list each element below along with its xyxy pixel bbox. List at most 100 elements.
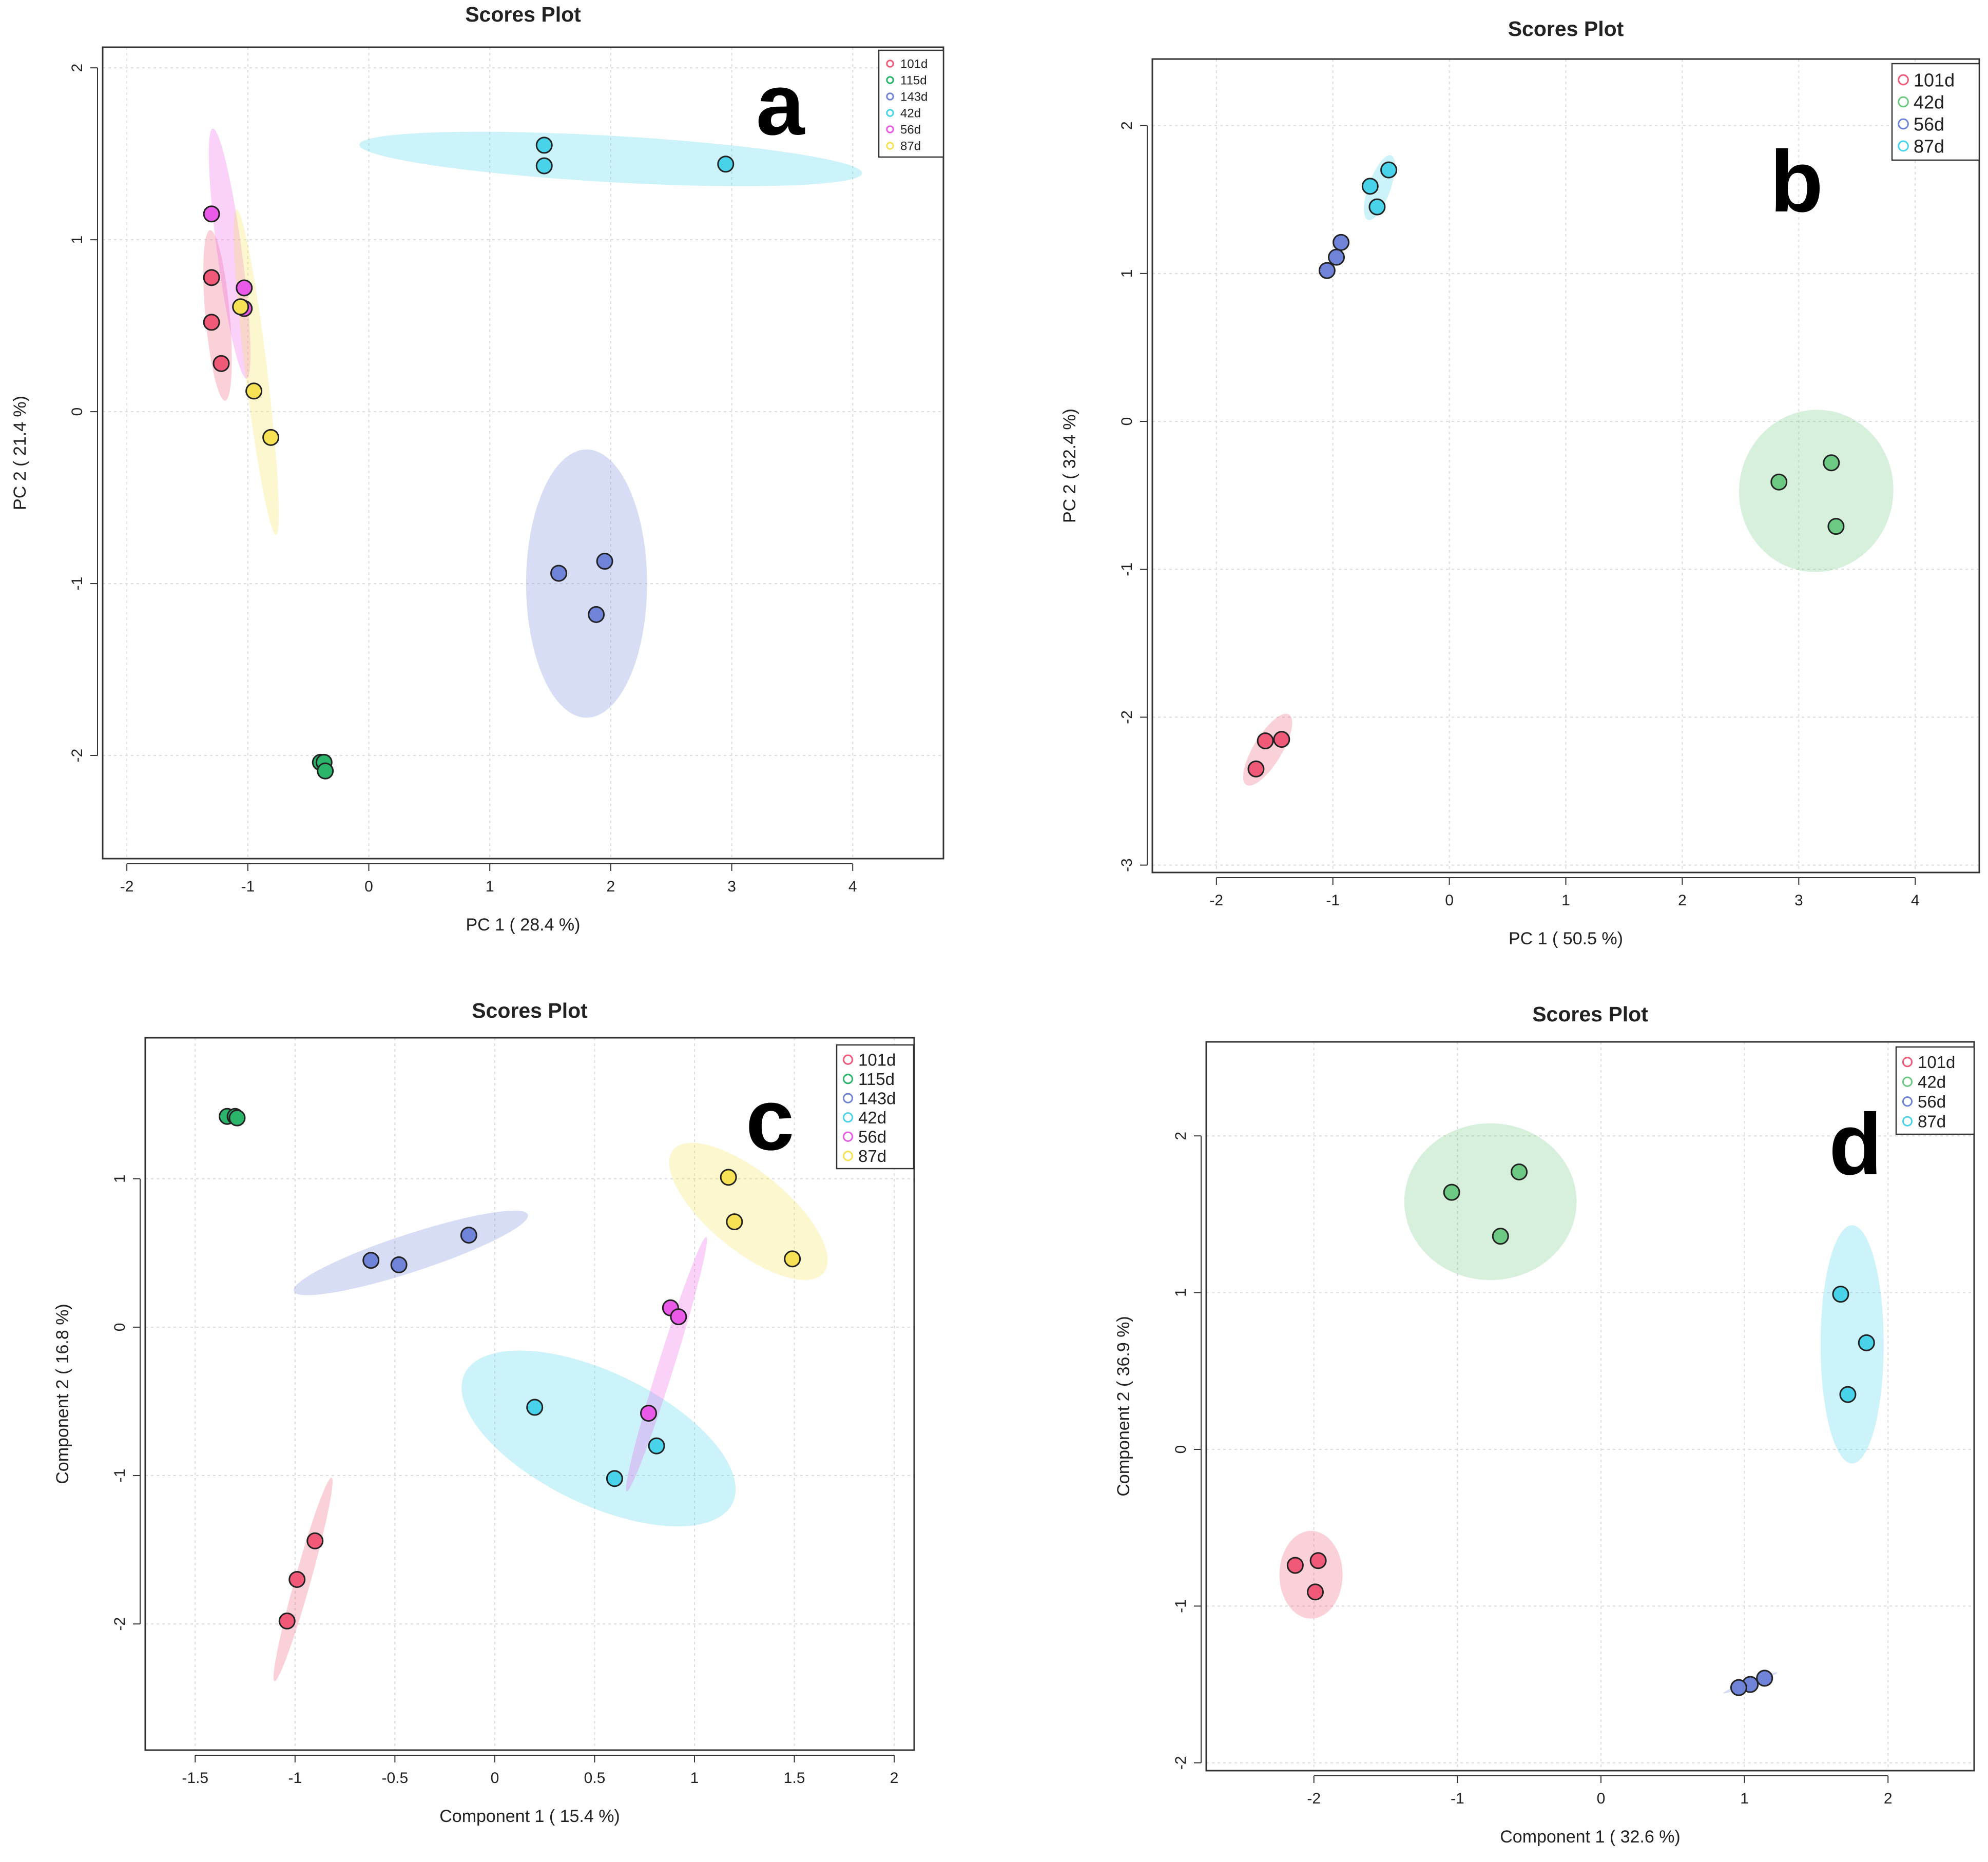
data-point-101d-2 bbox=[1247, 760, 1265, 778]
x-tick-label-3: 1 bbox=[1740, 1790, 1749, 1807]
legend-marker-101d bbox=[886, 60, 894, 68]
y-axis-title: PC 2 ( 32.4 %) bbox=[1060, 409, 1079, 523]
x-tick-label-4: 2 bbox=[1884, 1790, 1893, 1807]
legend-label-101d: 101d bbox=[1914, 69, 1955, 90]
data-point-101d-0 bbox=[1286, 1557, 1304, 1574]
y-axis-title: Component 2 ( 36.9 %) bbox=[1114, 1316, 1133, 1497]
legend-marker-56d bbox=[886, 125, 894, 133]
data-point-56d-0 bbox=[1333, 234, 1350, 251]
data-point-42d-2 bbox=[648, 1437, 665, 1454]
data-point-87d-2 bbox=[784, 1250, 801, 1268]
x-tick-label-5: 1 bbox=[690, 1770, 699, 1787]
legend-marker-56d bbox=[1898, 118, 1909, 130]
panel-c-scores-plot: Scores Plot -1.5 -1 -0.5 0 0.5 1 1.5 2 -2 -1 0 1 Comp… bbox=[53, 999, 915, 1826]
legend-label-101d: 101d bbox=[858, 1051, 896, 1070]
data-point-101d-1 bbox=[203, 314, 220, 331]
y-tick-label-3: 1 bbox=[111, 1174, 128, 1183]
legend-label-87d: 87d bbox=[858, 1147, 886, 1166]
legend-label-42d: 42d bbox=[900, 107, 921, 121]
data-point-101d-2 bbox=[278, 1612, 296, 1630]
data-point-56d-1 bbox=[1328, 248, 1345, 266]
plot-title: Scores Plot bbox=[1508, 17, 1624, 41]
legend-box bbox=[836, 1044, 915, 1170]
legend-label-56d: 56d bbox=[858, 1128, 886, 1147]
data-point-87d-1 bbox=[1380, 161, 1398, 179]
data-point-56d-2 bbox=[1730, 1679, 1747, 1696]
data-point-101d-0 bbox=[203, 269, 220, 286]
x-tick-label-0: -2 bbox=[120, 878, 134, 895]
data-point-87d-0 bbox=[1361, 178, 1379, 195]
data-point-115d-2 bbox=[228, 1109, 246, 1127]
y-tick-label-1: -1 bbox=[111, 1469, 128, 1483]
data-point-56d-0 bbox=[203, 205, 220, 223]
legend-label-115d: 115d bbox=[900, 74, 927, 88]
legend-marker-87d bbox=[886, 142, 894, 150]
x-tick-label-2: 0 bbox=[364, 878, 373, 895]
data-point-143d-2 bbox=[588, 606, 605, 623]
x-tick-label-3: 1 bbox=[486, 878, 494, 895]
legend-label-87d: 87d bbox=[1914, 135, 1944, 157]
data-point-101d-0 bbox=[306, 1532, 324, 1549]
legend-label-87d: 87d bbox=[1918, 1112, 1946, 1131]
panel-letter: b bbox=[1770, 133, 1823, 230]
legend-label-56d: 56d bbox=[900, 123, 921, 137]
data-point-42d-1 bbox=[535, 157, 553, 174]
legend-label-87d: 87d bbox=[900, 140, 921, 153]
legend-box bbox=[1891, 63, 1980, 161]
data-point-56d-2 bbox=[1318, 262, 1336, 279]
legend-label-56d: 56d bbox=[1914, 113, 1944, 134]
data-point-87d-2 bbox=[1839, 1386, 1857, 1403]
plot-title: Scores Plot bbox=[472, 999, 588, 1022]
legend-label-42d: 42d bbox=[1914, 91, 1944, 112]
data-point-42d-0 bbox=[526, 1399, 544, 1416]
data-point-87d-0 bbox=[720, 1169, 737, 1186]
panel-letter: a bbox=[756, 56, 805, 153]
confidence-ellipse-42d bbox=[1739, 410, 1894, 572]
legend-marker-56d bbox=[1902, 1096, 1913, 1107]
panel-d-scores-plot: Scores Plot -2 -1 0 1 2 -2 -1 0 1 2 Component 1 ( 3… bbox=[1114, 1002, 1975, 1847]
data-point-42d-2 bbox=[1492, 1228, 1509, 1245]
data-point-101d-1 bbox=[1273, 731, 1290, 748]
confidence-ellipse-87d bbox=[1820, 1225, 1884, 1464]
panel-a-scores-plot: Scores Plot -2 -1 0 1 2 3 4 -2 -1 0 1 2 PC 1 ( 28.4 %… bbox=[10, 3, 944, 935]
x-tick-label-4: 0.5 bbox=[584, 1770, 606, 1787]
x-tick-label-1: -1 bbox=[1451, 1790, 1464, 1807]
x-tick-label-0: -2 bbox=[1209, 892, 1223, 909]
plot-frame bbox=[1151, 58, 1980, 874]
confidence-ellipse-42d bbox=[461, 1350, 736, 1527]
data-point-115d-2 bbox=[317, 762, 334, 780]
data-point-56d-1 bbox=[236, 279, 253, 297]
x-tick-label-3: 0 bbox=[491, 1770, 499, 1787]
data-point-56d-1 bbox=[670, 1308, 687, 1326]
y-tick-label-1: -1 bbox=[1172, 1599, 1189, 1613]
data-point-87d-1 bbox=[245, 382, 263, 400]
legend-label-56d: 56d bbox=[1918, 1092, 1946, 1111]
legend-marker-87d bbox=[1902, 1116, 1913, 1127]
data-point-56d-0 bbox=[1756, 1670, 1773, 1687]
legend-box bbox=[1895, 1046, 1975, 1135]
x-tick-label-5: 3 bbox=[727, 878, 736, 895]
y-tick-label-4: 1 bbox=[1118, 269, 1135, 278]
data-point-87d-0 bbox=[1832, 1286, 1849, 1303]
confidence-ellipse-56d bbox=[626, 1237, 707, 1492]
data-point-101d-2 bbox=[213, 355, 230, 372]
data-point-143d-0 bbox=[550, 565, 568, 582]
legend-marker-143d bbox=[842, 1093, 854, 1103]
legend-label-101d: 101d bbox=[1918, 1053, 1955, 1072]
y-tick-label-5: 2 bbox=[1118, 121, 1135, 130]
confidence-ellipse-87d bbox=[669, 1142, 828, 1280]
y-tick-label-0: -2 bbox=[1172, 1756, 1189, 1770]
y-tick-label-3: 1 bbox=[1172, 1288, 1189, 1297]
legend-label-143d: 143d bbox=[858, 1089, 896, 1108]
x-tick-label-4: 2 bbox=[1678, 892, 1687, 909]
legend-label-101d: 101d bbox=[900, 57, 928, 71]
x-tick-label-3: 1 bbox=[1561, 892, 1570, 909]
data-point-42d-1 bbox=[606, 1470, 623, 1487]
y-axis-title: PC 2 ( 21.4 %) bbox=[10, 396, 30, 510]
x-tick-label-5: 3 bbox=[1794, 892, 1803, 909]
y-tick-label-2: 0 bbox=[111, 1323, 128, 1332]
data-point-87d-0 bbox=[232, 298, 249, 316]
confidence-ellipse-42d bbox=[359, 131, 862, 186]
y-tick-label-0: -2 bbox=[111, 1617, 128, 1631]
